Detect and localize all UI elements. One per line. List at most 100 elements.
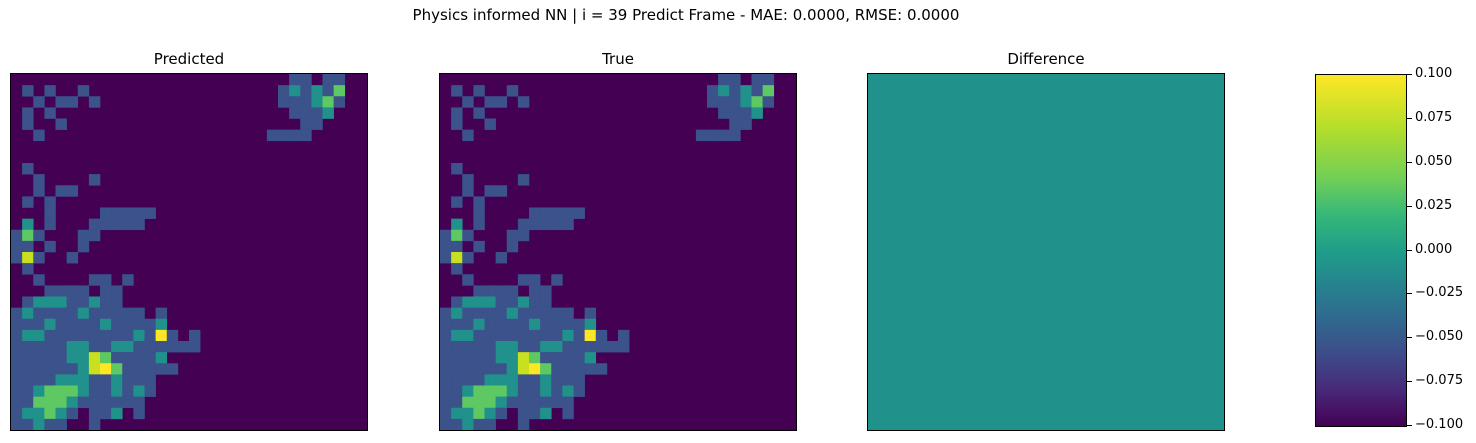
predicted-cell: [44, 352, 56, 364]
true-cell: [729, 74, 741, 86]
predicted-cell: [100, 352, 112, 364]
true-cell: [551, 352, 563, 364]
true-cell: [506, 329, 519, 342]
predicted-cell: [100, 396, 112, 409]
true-cell: [529, 385, 541, 397]
true-cell: [529, 329, 541, 342]
predicted-cell: [311, 118, 323, 130]
true-cell: [451, 218, 463, 231]
predicted-cell: [33, 174, 45, 186]
predicted-cell: [155, 341, 168, 353]
true-cell: [440, 418, 452, 430]
predicted-cell: [22, 252, 34, 264]
true-cell: [718, 129, 730, 142]
true-cell: [529, 296, 541, 308]
predicted-cell: [55, 396, 67, 409]
predicted-cell: [22, 263, 34, 275]
true-cell: [606, 341, 619, 353]
predicted-cell: [111, 329, 123, 342]
predicted-cell: [22, 229, 34, 242]
true-cell: [540, 218, 552, 231]
colorbar-tick-label: −0.100: [1415, 417, 1464, 432]
predicted-cell: [55, 118, 67, 130]
true-cell: [529, 341, 541, 353]
true-cell: [529, 374, 541, 386]
predicted-cell: [88, 229, 101, 242]
true-cell: [573, 207, 585, 219]
true-cell: [540, 385, 552, 397]
true-cell: [484, 296, 496, 308]
true-cell: [462, 396, 474, 409]
predicted-cell: [122, 385, 134, 397]
predicted-cell: [88, 218, 101, 231]
predicted-cell: [55, 363, 67, 375]
predicted-cell: [66, 374, 79, 386]
true-cell: [540, 318, 552, 331]
colorbar-tick: [1406, 162, 1412, 163]
predicted-cell: [300, 74, 312, 86]
true-cell: [473, 374, 485, 386]
true-cell: [562, 363, 574, 375]
true-cell: [551, 207, 563, 219]
predicted-cell: [88, 341, 101, 353]
predicted-cell: [77, 363, 90, 375]
predicted-cell: [100, 329, 112, 342]
true-cell: [440, 396, 452, 409]
predicted-cell: [22, 329, 34, 342]
true-cell: [473, 196, 485, 208]
predicted-cell: [289, 96, 301, 108]
predicted-cell: [11, 385, 23, 397]
true-cell: [473, 418, 485, 430]
true-cell: [517, 96, 530, 108]
predicted-cell: [22, 318, 34, 331]
true-cell: [551, 307, 563, 320]
predicted-cell: [144, 341, 156, 353]
predicted-cell: [33, 129, 45, 142]
true-cell: [562, 318, 574, 331]
true-cell: [551, 341, 563, 353]
predicted-cell: [266, 129, 279, 142]
true-cell: [440, 363, 452, 375]
true-cell: [484, 374, 496, 386]
predicted-cell: [100, 285, 112, 297]
predicted-cell: [122, 218, 134, 231]
colorbar-tick-label: 0.050: [1415, 154, 1453, 169]
true-cell: [517, 329, 530, 342]
true-cell: [451, 163, 463, 175]
true-cell: [540, 396, 552, 409]
true-cell: [718, 96, 730, 108]
true-cell: [517, 229, 530, 242]
true-cell: [562, 396, 574, 409]
true-cell: [462, 229, 474, 242]
true-cell: [562, 374, 574, 386]
true-cell: [573, 374, 585, 386]
true-cell: [506, 229, 519, 242]
true-cell: [540, 329, 552, 342]
true-cell: [495, 329, 508, 342]
true-cell: [729, 107, 741, 119]
true-cell: [440, 407, 452, 420]
true-cell: [529, 285, 541, 297]
predicted-cell: [66, 318, 79, 331]
true-cell: [451, 296, 463, 308]
true-cell: [718, 107, 730, 119]
true-cell: [484, 363, 496, 375]
predicted-cell: [88, 307, 101, 320]
predicted-cell: [77, 352, 90, 364]
predicted-cell: [300, 118, 312, 130]
predicted-cell: [144, 385, 156, 397]
true-cell: [440, 240, 452, 253]
true-cell: [495, 352, 508, 364]
true-cell: [462, 252, 474, 264]
predicted-cell: [111, 374, 123, 386]
true-cell: [473, 296, 485, 308]
predicted-cell: [33, 329, 45, 342]
true-cell: [562, 407, 574, 420]
predicted-cell: [22, 363, 34, 375]
true-panel-title: True: [602, 50, 634, 68]
true-cell: [740, 96, 752, 108]
true-cell: [462, 385, 474, 397]
true-cell: [529, 218, 541, 231]
predicted-cell: [333, 85, 346, 97]
predicted-cell: [22, 118, 34, 130]
